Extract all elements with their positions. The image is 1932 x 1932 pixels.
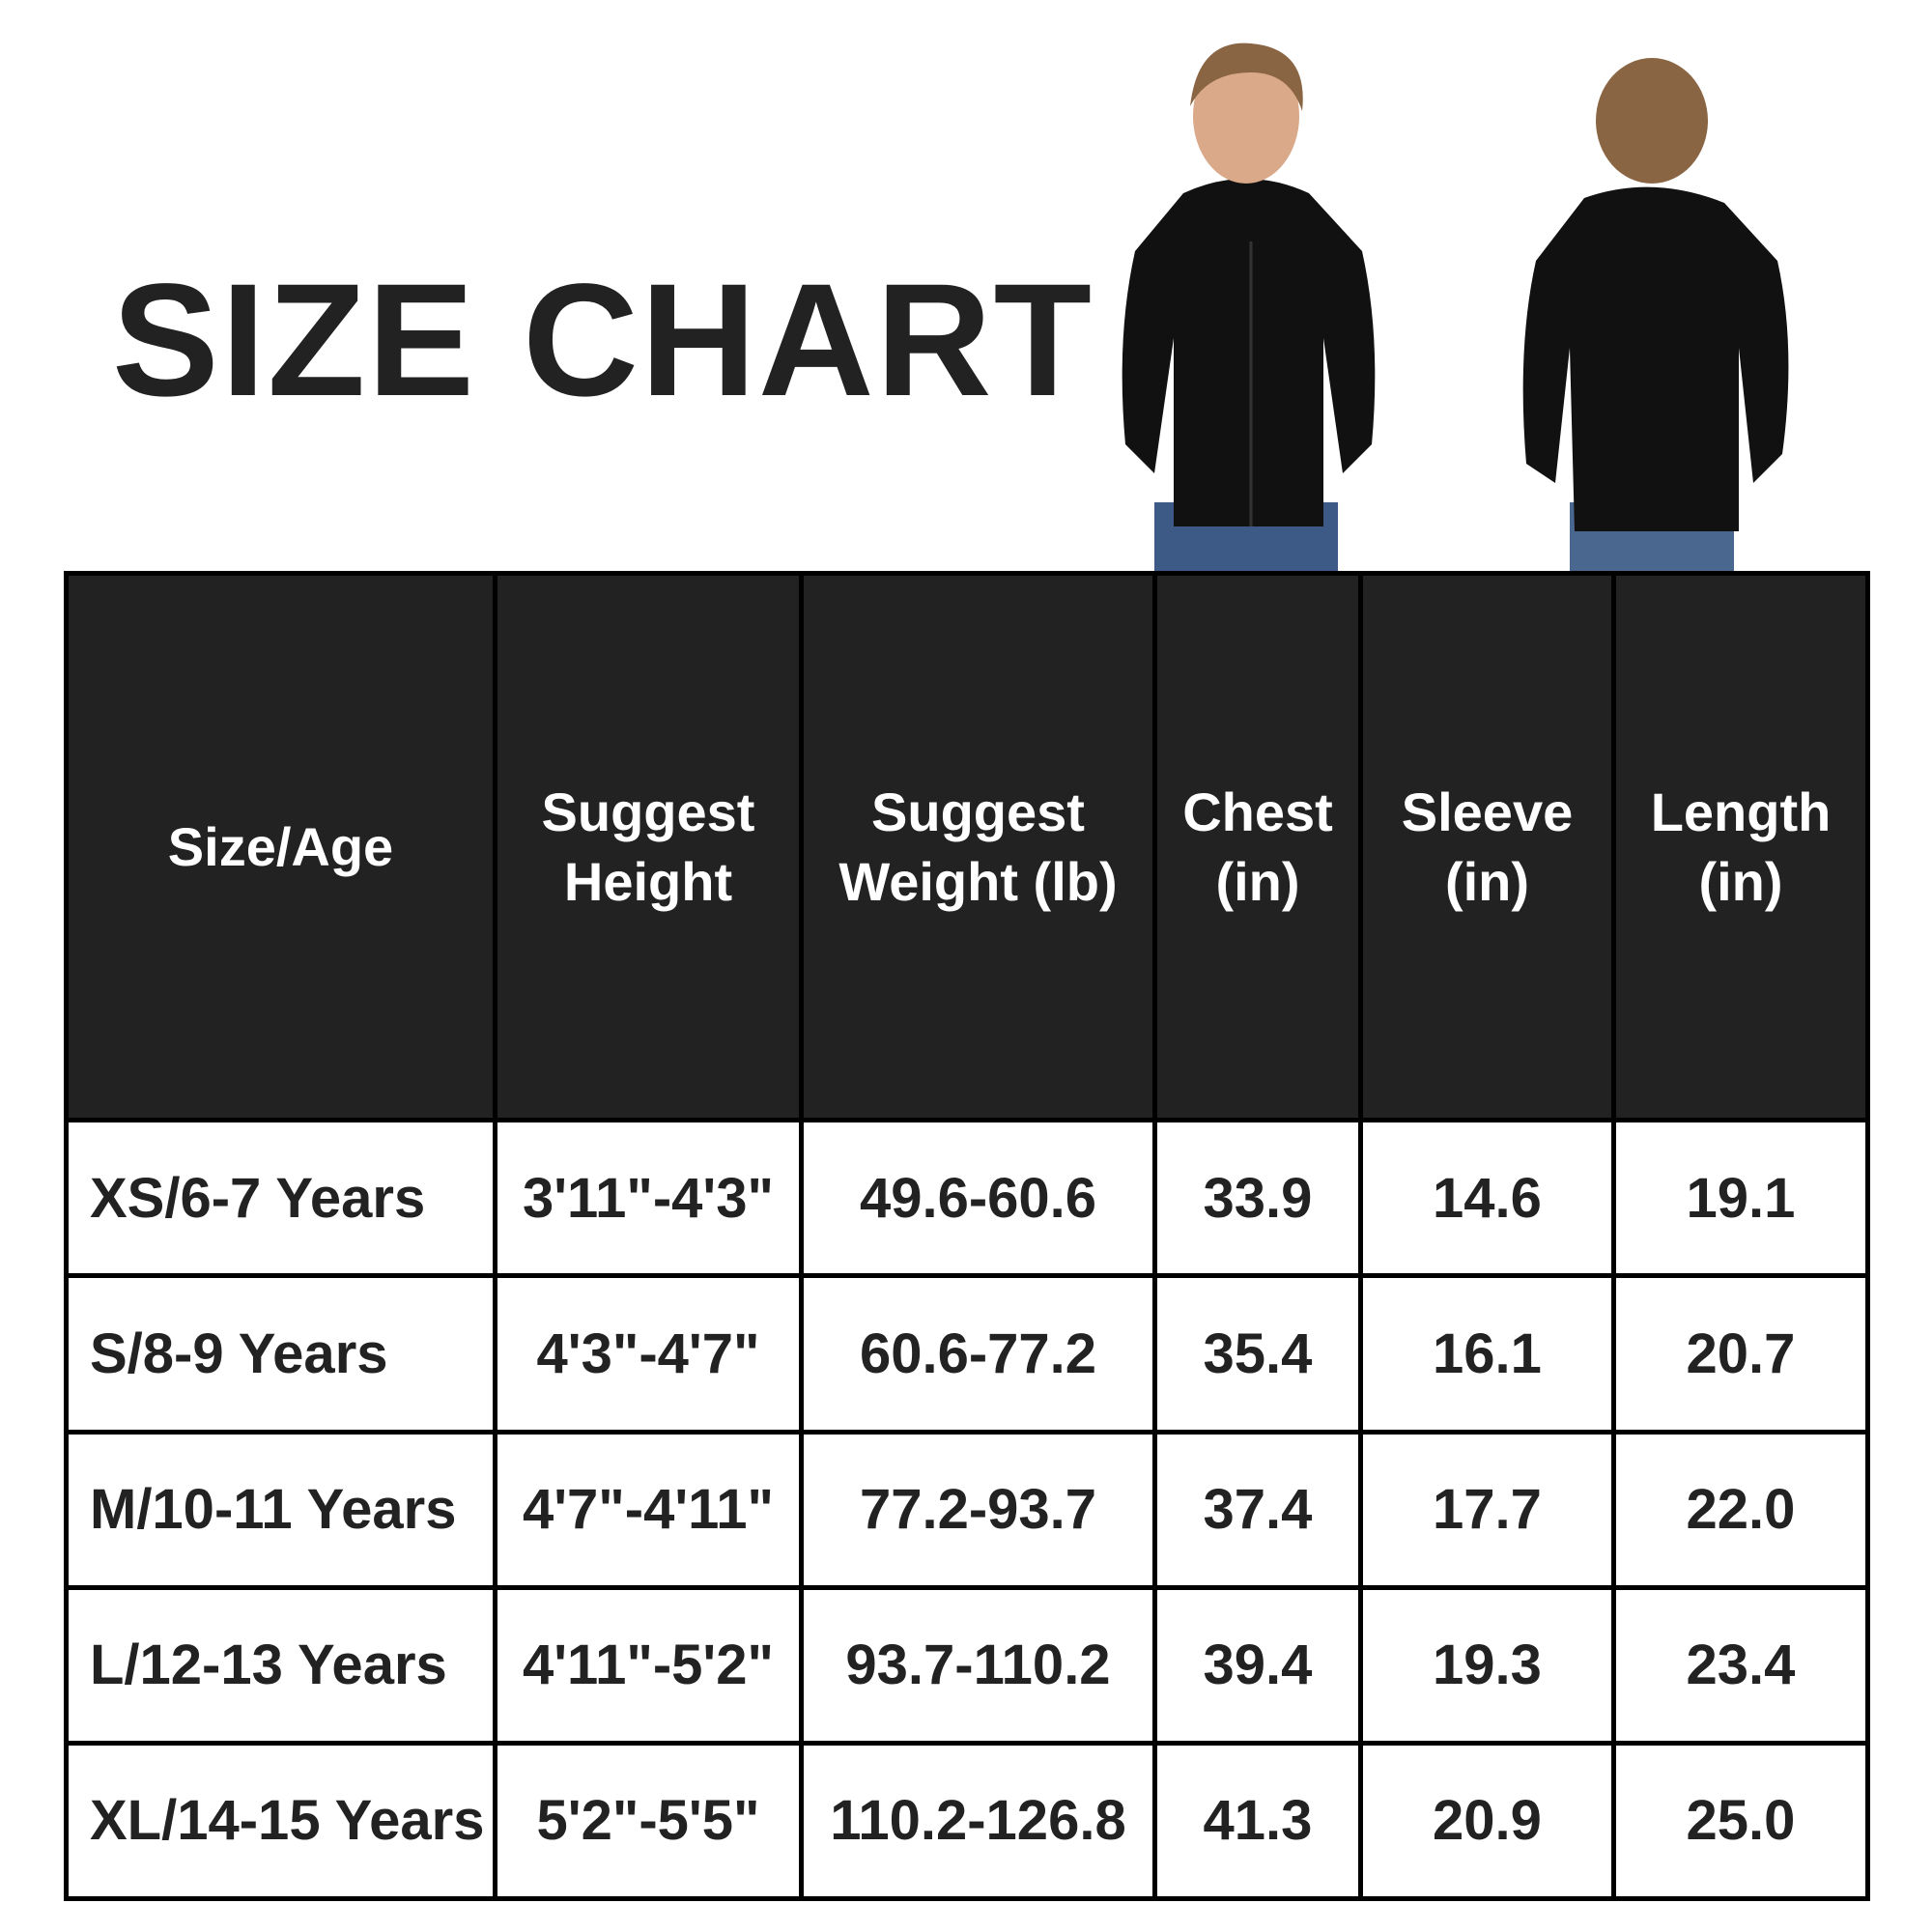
header-sleeve: Sleeve (in) [1358,570,1616,1123]
table-row: XL/14-15 Years 5'2"-5'5" 110.2-126.8 41.3 20… [64,1740,1870,1902]
table-row: XS/6-7 Years 3'11"-4'3" 49.6-60.6 33.9 14.6 1… [64,1118,1870,1279]
cell-size-age: S/8-9 Years [64,1273,497,1435]
cell-length: 23.4 [1611,1584,1870,1746]
cell-chest: 39.4 [1152,1584,1363,1746]
table-header-row: Size/Age Suggest Height Suggest Weight (… [64,570,1870,1123]
cell-height: 4'3"-4'7" [493,1273,804,1435]
cell-chest: 37.4 [1152,1429,1363,1590]
cell-sleeve: 19.3 [1358,1584,1616,1746]
cell-chest: 33.9 [1152,1118,1363,1279]
front-view-photo [1122,43,1376,575]
table-row: M/10-11 Years 4'7"-4'11" 77.2-93.7 37.4 17.7… [64,1429,1870,1590]
cell-chest: 41.3 [1152,1740,1363,1902]
cell-weight: 49.6-60.6 [799,1118,1157,1279]
cell-length: 25.0 [1611,1740,1870,1902]
cell-weight: 60.6-77.2 [799,1273,1157,1435]
cell-height: 3'11"-4'3" [493,1118,804,1279]
cell-sleeve: 17.7 [1358,1429,1616,1590]
cell-sleeve: 14.6 [1358,1118,1616,1279]
cell-sleeve: 16.1 [1358,1273,1616,1435]
header-suggest-weight: Suggest Weight (lb) [799,570,1157,1123]
cell-size-age: XS/6-7 Years [64,1118,497,1279]
header-length: Length (in) [1611,570,1870,1123]
cell-height: 4'7"-4'11" [493,1429,804,1590]
header-chest: Chest (in) [1152,570,1363,1123]
cell-length: 20.7 [1611,1273,1870,1435]
cell-weight: 93.7-110.2 [799,1584,1157,1746]
header-size-age: Size/Age [64,570,497,1123]
cell-chest: 35.4 [1152,1273,1363,1435]
header-suggest-height: Suggest Height [493,570,804,1123]
cell-height: 4'11"-5'2" [493,1584,804,1746]
size-chart-table: Size/Age Suggest Height Suggest Weight (… [64,570,1870,1902]
cell-size-age: L/12-13 Years [64,1584,497,1746]
back-view-photo [1522,58,1789,575]
cell-length: 19.1 [1611,1118,1870,1279]
cell-size-age: XL/14-15 Years [64,1740,497,1902]
table-row: L/12-13 Years 4'11"-5'2" 93.7-110.2 39.4 19.… [64,1584,1870,1746]
table-row: S/8-9 Years 4'3"-4'7" 60.6-77.2 35.4 16.1 20.… [64,1273,1870,1435]
cell-size-age: M/10-11 Years [64,1429,497,1590]
cell-weight: 110.2-126.8 [799,1740,1157,1902]
cell-height: 5'2"-5'5" [493,1740,804,1902]
cell-length: 22.0 [1611,1429,1870,1590]
cell-sleeve: 20.9 [1358,1740,1616,1902]
cell-weight: 77.2-93.7 [799,1429,1157,1590]
page-title: SIZE CHART [112,251,1094,430]
